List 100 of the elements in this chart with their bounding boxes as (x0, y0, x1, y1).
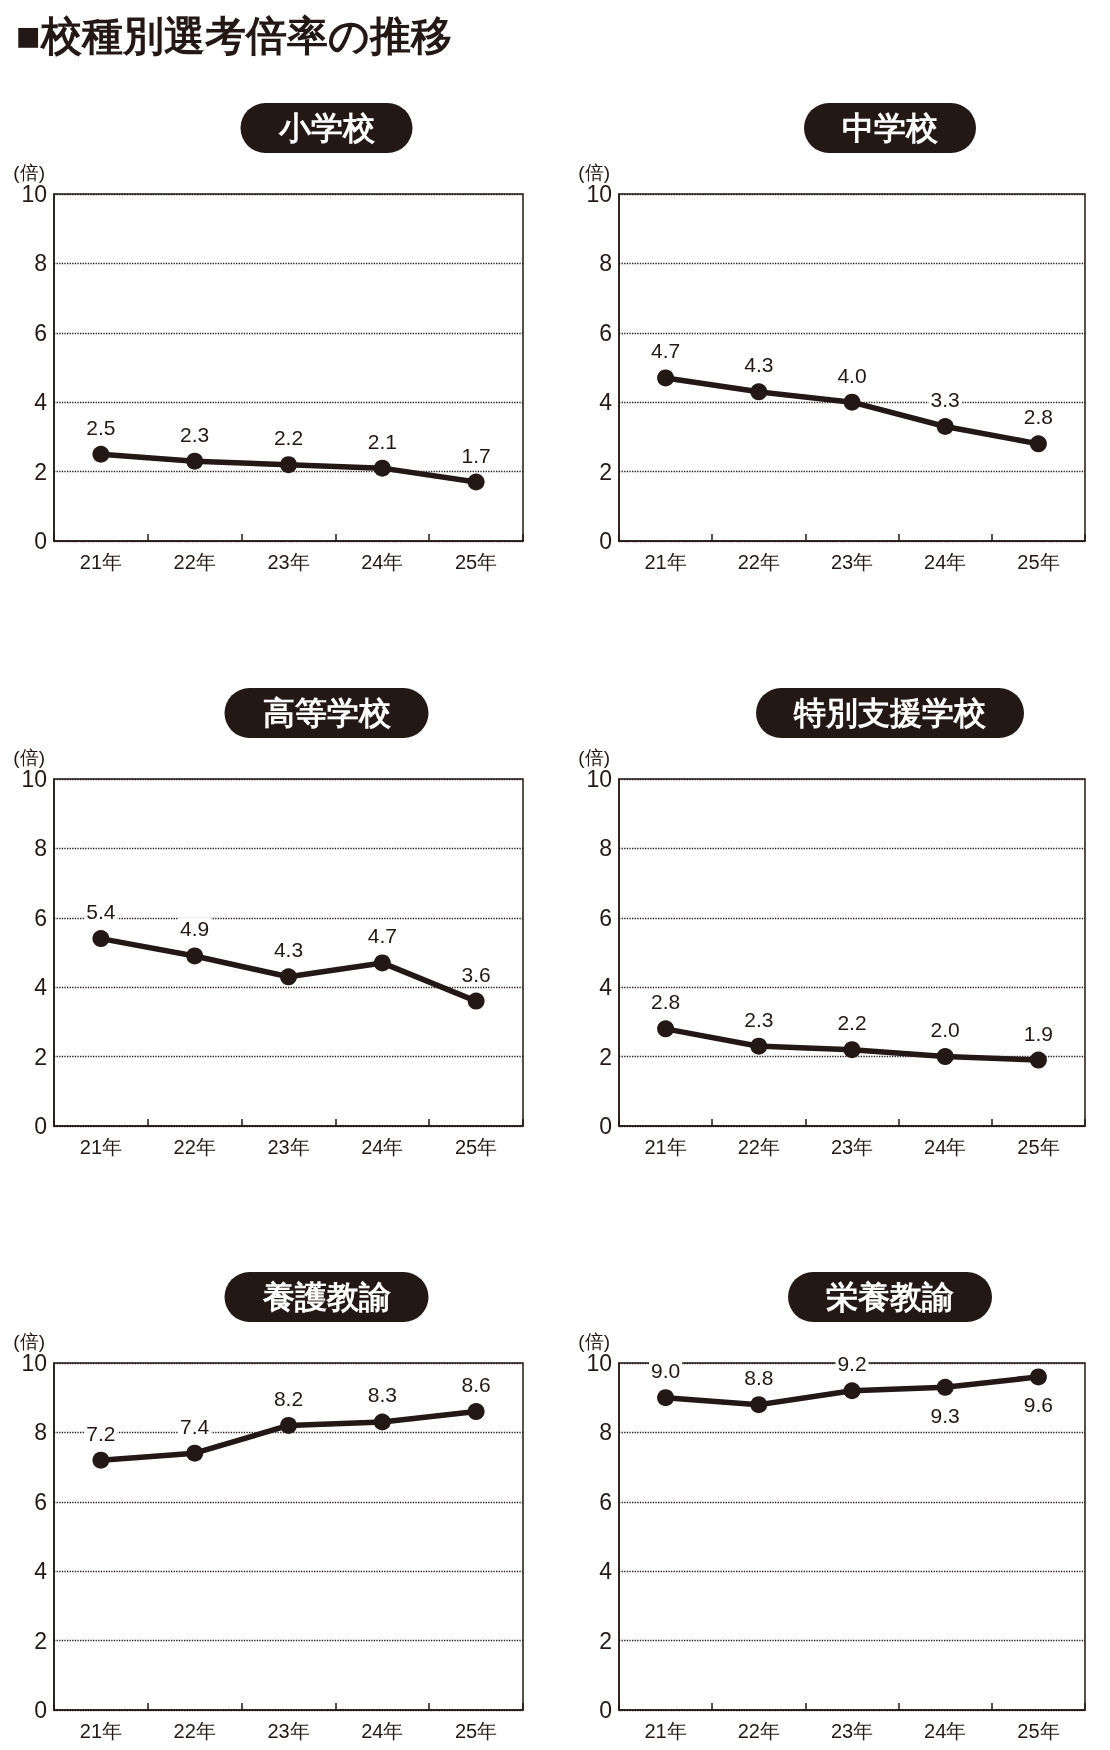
x-tick-label: 23年 (267, 1135, 310, 1158)
x-tick-label: 24年 (361, 551, 404, 573)
chart-title: 高等学校 (262, 694, 392, 731)
y-tick-label: 2 (34, 1627, 47, 1654)
data-label: 4.3 (744, 353, 774, 377)
x-tick-label: 21年 (644, 1135, 687, 1158)
chart-title: 中学校 (842, 110, 939, 146)
point (186, 452, 204, 470)
x-tick-label: 22年 (173, 1135, 216, 1158)
data-label: 4.3 (273, 937, 304, 961)
point (1029, 435, 1047, 453)
chart-title: 養護教諭 (261, 1279, 391, 1315)
point (92, 929, 110, 947)
text: ■校種別選考倍率の推移 (16, 13, 452, 59)
point (843, 1382, 861, 1400)
y-tick-label: 0 (599, 528, 612, 554)
point (467, 1403, 485, 1421)
y-tick-label: 8 (599, 250, 612, 277)
y-axis-title: (倍) (13, 1331, 45, 1352)
x-tick-label: 25年 (454, 551, 498, 573)
data-label: 2.5 (86, 415, 116, 439)
point (750, 1037, 768, 1055)
y-axis-title: (倍) (578, 162, 610, 183)
y-tick-label: 2 (34, 458, 47, 485)
x-tick-label: 23年 (830, 1135, 874, 1158)
data-label: 5.4 (86, 899, 116, 923)
data-label: 2.2 (273, 426, 304, 450)
y-tick-label: 6 (599, 1488, 612, 1515)
data-label: 3.6 (461, 962, 491, 986)
point (657, 369, 675, 387)
data-label: 9.3 (930, 1403, 960, 1427)
y-tick-label: 6 (34, 319, 47, 346)
chart-title: 小学校 (277, 110, 376, 146)
x-tick-label: 25年 (454, 1135, 498, 1158)
y-tick-label: 8 (599, 834, 612, 861)
data-label: 8.2 (273, 1386, 304, 1410)
x-tick-label: 24年 (361, 1720, 404, 1742)
x-tick-label: 24年 (924, 551, 967, 573)
point (186, 946, 204, 964)
y-tick-label: 0 (599, 1697, 612, 1723)
point (92, 445, 110, 463)
point (373, 459, 391, 477)
x-tick-label: 24年 (924, 1135, 967, 1158)
x-tick-label: 21年 (79, 1720, 123, 1742)
y-tick-label: 6 (34, 904, 47, 931)
y-tick-label: 4 (599, 1558, 613, 1585)
data-label: 2.8 (651, 989, 681, 1013)
data-label: 8.6 (461, 1373, 491, 1397)
point (280, 1416, 297, 1434)
point (843, 1040, 861, 1058)
y-axis-title: (倍) (578, 746, 610, 768)
y-tick-label: 0 (34, 528, 47, 554)
x-tick-label: 21年 (79, 1135, 123, 1158)
y-tick-label: 4 (34, 1558, 48, 1585)
point (280, 456, 297, 474)
data-label: 4.7 (367, 923, 397, 947)
point (92, 1451, 110, 1469)
point (657, 1019, 675, 1037)
data-label: 2.3 (744, 1007, 774, 1031)
y-tick-label: 2 (599, 458, 612, 485)
x-tick-label: 24年 (924, 1720, 967, 1742)
y-tick-label: 2 (599, 1627, 612, 1654)
y-tick-label: 8 (34, 250, 47, 277)
data-label: 7.2 (86, 1421, 116, 1445)
y-axis-title: (倍) (578, 1331, 610, 1352)
y-tick-label: 4 (34, 389, 48, 416)
point (1029, 1368, 1047, 1386)
data-label: 3.3 (930, 387, 960, 411)
x-tick-label: 22年 (737, 1720, 780, 1742)
point (373, 1413, 391, 1431)
data-label: 2.0 (930, 1017, 960, 1041)
data-label: 7.4 (180, 1414, 210, 1438)
data-label: 9.6 (1023, 1393, 1053, 1417)
y-tick-label: 0 (34, 1697, 47, 1723)
data-label: 8.8 (744, 1366, 774, 1390)
y-tick-label: 4 (599, 973, 613, 1000)
point (186, 1444, 204, 1462)
x-tick-label: 23年 (267, 551, 310, 573)
x-tick-label: 21年 (644, 551, 687, 573)
data-label: 9.0 (651, 1359, 681, 1383)
x-tick-label: 25年 (1017, 551, 1060, 573)
x-tick-label: 22年 (737, 551, 780, 573)
data-label: 2.2 (837, 1010, 867, 1034)
point (467, 992, 485, 1010)
y-tick-label: 8 (599, 1419, 612, 1446)
y-tick-label: 2 (599, 1043, 612, 1070)
data-label: 2.8 (1023, 405, 1053, 429)
point (843, 393, 861, 411)
data-label: 1.7 (461, 443, 491, 467)
x-tick-label: 24年 (361, 1135, 404, 1158)
y-tick-label: 8 (34, 1419, 47, 1446)
x-tick-label: 25年 (454, 1720, 498, 1742)
x-tick-label: 23年 (830, 551, 874, 573)
x-tick-label: 21年 (79, 551, 123, 573)
point (1029, 1051, 1047, 1069)
point (936, 417, 954, 435)
y-tick-label: 2 (34, 1043, 47, 1070)
point (467, 473, 485, 491)
chart-title: 特別支援学校 (793, 694, 987, 731)
data-label: 4.9 (180, 916, 210, 940)
